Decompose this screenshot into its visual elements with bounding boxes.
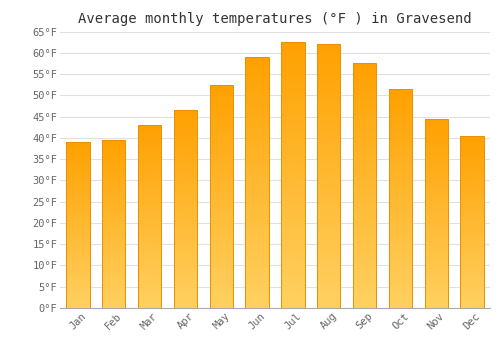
Bar [66, 142, 90, 308]
Bar [424, 119, 448, 308]
Bar [353, 63, 376, 308]
Bar [210, 85, 233, 308]
Bar [246, 57, 268, 308]
Bar [389, 89, 412, 308]
Bar [460, 136, 483, 308]
Bar [282, 42, 304, 308]
Bar [138, 125, 161, 308]
Bar [317, 44, 340, 308]
Bar [174, 110, 197, 308]
Bar [102, 140, 126, 308]
Title: Average monthly temperatures (°F ) in Gravesend: Average monthly temperatures (°F ) in Gr… [78, 12, 472, 26]
